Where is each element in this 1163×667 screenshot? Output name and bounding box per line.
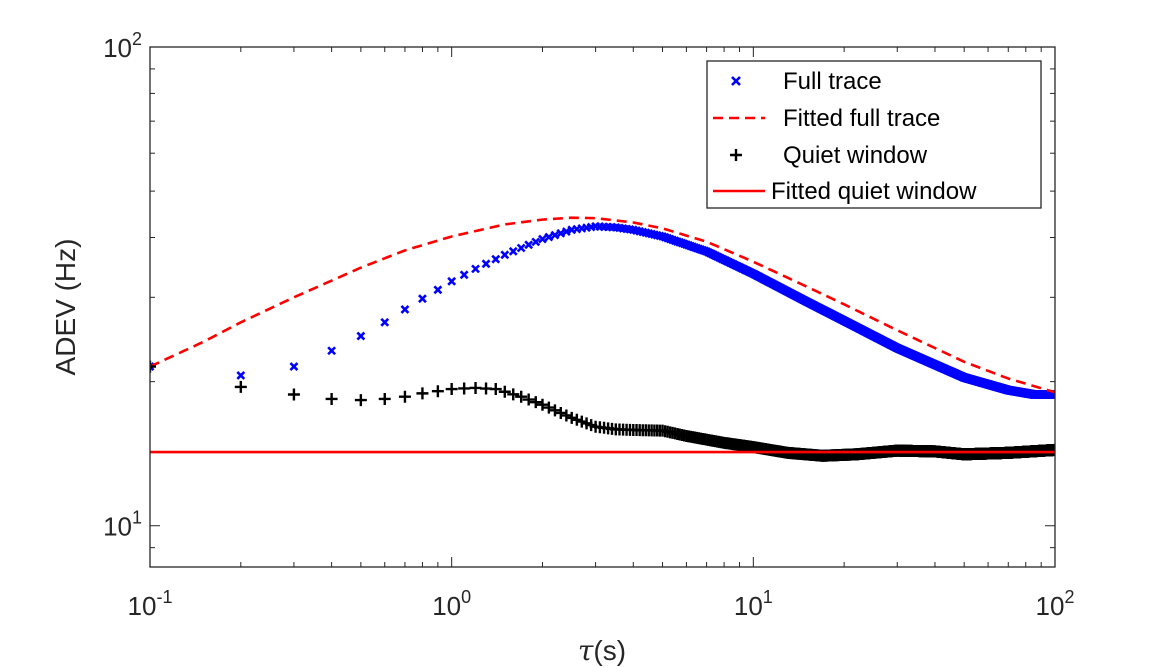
legend-item: Full trace (731, 68, 882, 95)
series-full-trace (150, 221, 1055, 399)
data-point (548, 404, 561, 417)
data-point (561, 227, 571, 236)
y-tick-label-base: 10 (103, 33, 132, 63)
y-tick-label-exponent: 2 (132, 29, 142, 49)
legend-item: Fitted quiet window (713, 178, 977, 205)
data-point (508, 246, 518, 256)
legend-box (706, 60, 1042, 209)
data-point (378, 392, 391, 405)
data-point (354, 394, 367, 407)
x-axis-label: τ(s) (578, 634, 626, 667)
x-axis-label-unit: (s) (593, 635, 626, 666)
x-tick-label: 100 (432, 587, 471, 621)
x-tick-label-exponent: 2 (1064, 587, 1074, 607)
data-point (327, 346, 337, 356)
y-tick-label: 101 (103, 508, 142, 542)
data-point (500, 250, 510, 260)
series-line (150, 216, 1055, 394)
series-layer (150, 216, 1055, 462)
legend-label: Fitted quiet window (771, 178, 977, 205)
x-axis-label-symbol: τ (578, 634, 594, 667)
data-point (489, 383, 502, 396)
data-point (1049, 443, 1055, 456)
data-point (730, 149, 742, 161)
data-point (542, 401, 555, 414)
data-point (447, 276, 457, 286)
legend-label: Full trace (783, 68, 882, 95)
data-point (556, 228, 566, 238)
data-point (491, 254, 501, 264)
data-point (507, 388, 520, 401)
data-point (236, 371, 246, 380)
data-point (234, 380, 247, 393)
data-point (471, 264, 480, 274)
y-tick-label-exponent: 1 (132, 508, 142, 528)
x-tick-label-base: 10 (128, 591, 157, 621)
data-point (536, 398, 549, 411)
data-point (498, 385, 511, 398)
data-point (529, 396, 542, 409)
data-point (356, 331, 366, 341)
x-tick-label-exponent: 0 (461, 587, 471, 607)
data-point (538, 234, 547, 244)
series-quiet-window (150, 360, 1055, 462)
data-point (524, 240, 534, 250)
data-series (150, 216, 1055, 462)
x-tick-label: 101 (734, 587, 773, 621)
data-point (458, 382, 471, 395)
data-point (150, 360, 156, 373)
data-point (481, 259, 491, 269)
data-point (418, 294, 427, 304)
x-tick-label-base: 10 (1036, 591, 1065, 621)
legend: Full trace Fitted full trace Quiet window F… (706, 60, 1042, 209)
data-point (469, 381, 482, 394)
legend-label: Quiet window (783, 142, 928, 169)
x-tick-label: 102 (1036, 587, 1075, 621)
data-point (431, 385, 444, 398)
data-point (516, 243, 526, 253)
y-tick-label: 102 (103, 29, 142, 63)
data-point (515, 390, 528, 403)
data-point (731, 76, 741, 86)
data-point (459, 270, 469, 280)
data-point (416, 387, 429, 400)
x-tick-label-base: 10 (734, 591, 763, 621)
data-point (398, 390, 411, 403)
x-tick-label-base: 10 (432, 591, 461, 621)
legend-items: Full trace Fitted full trace Quiet window F… (713, 68, 977, 205)
x-tick-label-exponent: 1 (763, 587, 773, 607)
y-axis-label: ADEV (Hz) (50, 239, 81, 376)
data-point (433, 285, 443, 295)
data-point (287, 388, 300, 401)
data-point (550, 230, 560, 240)
data-point (531, 237, 541, 247)
plot-frame (149, 46, 1056, 568)
axis-ticks (149, 46, 1056, 567)
series-fitted-full-trace (150, 216, 1055, 394)
data-point (289, 362, 299, 372)
data-point (380, 317, 390, 327)
legend-label: Fitted full trace (783, 105, 940, 132)
y-tick-label-base: 10 (103, 512, 132, 542)
x-tick-label-exponent: -1 (156, 587, 172, 607)
legend-item: Quiet window (730, 142, 928, 169)
data-point (544, 232, 554, 242)
data-point (560, 409, 573, 422)
data-point (325, 392, 338, 405)
x-tick-label: 10-1 (128, 587, 173, 621)
data-point (445, 383, 458, 396)
data-point (522, 393, 535, 406)
data-point (400, 305, 410, 314)
data-point (554, 406, 567, 419)
legend-item: Fitted full trace (713, 105, 940, 132)
